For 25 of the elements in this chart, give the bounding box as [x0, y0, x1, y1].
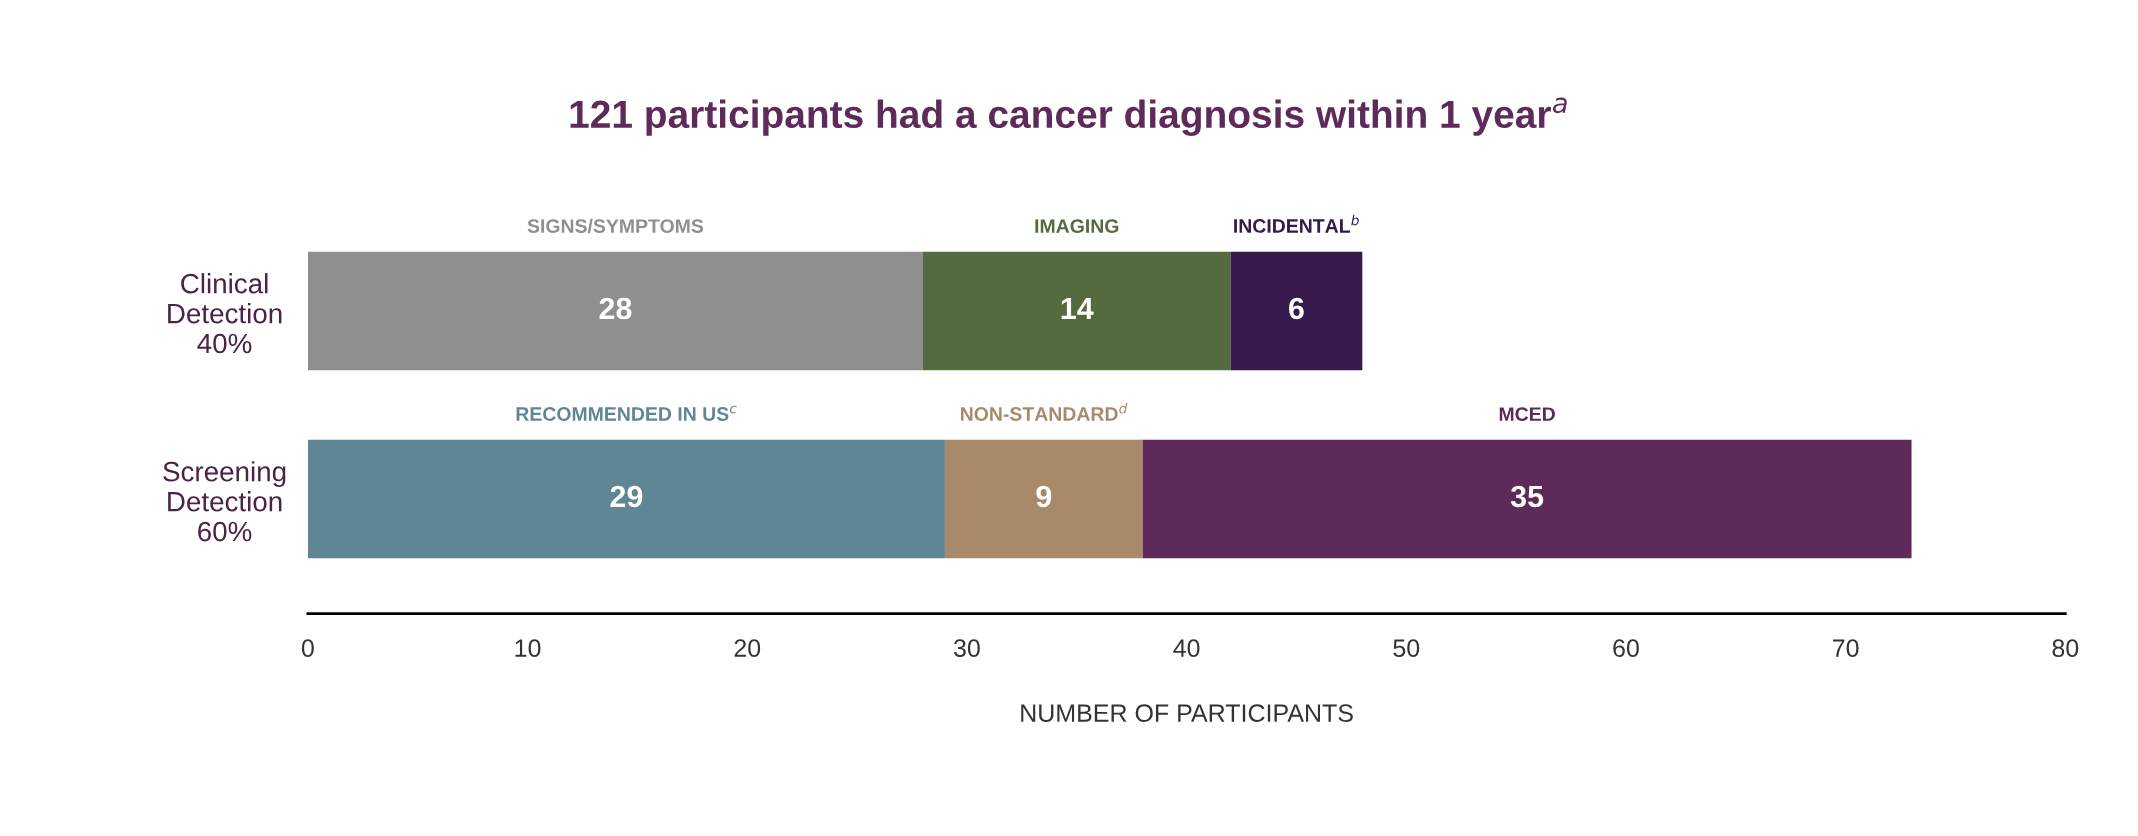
x-tick-label: 30 — [953, 639, 980, 657]
series-label: MCED — [1499, 407, 1555, 421]
series-label: RECOMMENDED IN US$^{c}$ — [516, 405, 737, 421]
data-label: 9 — [1036, 485, 1052, 508]
x-tick-label: 70 — [1833, 639, 1859, 657]
data-label: 35 — [1510, 485, 1544, 508]
x-tick-label: 10 — [515, 639, 541, 657]
x-tick-label: 50 — [1393, 639, 1420, 657]
x-tick-label: 80 — [2052, 639, 2079, 657]
data-label: 6 — [1289, 297, 1304, 320]
y-tick-label: Clinical Detection 40% — [168, 273, 282, 354]
chart-title: 121 participants had a cancer diagnosis within 1 year$^{a}$ — [570, 97, 1567, 136]
series-label: IMAGING — [1035, 219, 1119, 233]
series-label: INCIDENTAL$^{b}$ — [1234, 214, 1359, 233]
x-tick-label: 20 — [734, 639, 761, 657]
x-axis-title: NUMBER OF PARTICIPANTS — [1021, 704, 1353, 722]
data-label: 28 — [599, 297, 632, 320]
series-label: NON-STANDARD$^{d}$ — [961, 402, 1128, 421]
y-tick-label: Screening Detection 60% — [163, 461, 286, 542]
x-tick-label: 0 — [301, 639, 314, 657]
data-label: 29 — [610, 485, 643, 508]
data-label: 14 — [1061, 297, 1094, 319]
series-label: SIGNS/SYMPTOMS — [527, 218, 704, 234]
x-tick-label: 40 — [1173, 639, 1200, 657]
x-tick-label: 60 — [1613, 639, 1639, 657]
